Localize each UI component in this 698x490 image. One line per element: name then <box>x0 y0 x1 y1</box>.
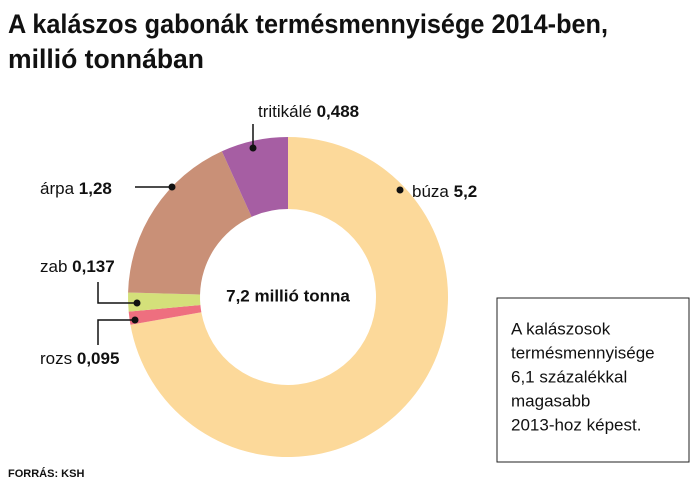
category-label: árpa <box>40 179 75 198</box>
donut-segment <box>128 151 252 295</box>
donut-segment <box>221 137 288 217</box>
source: FORRÁS: KSH <box>8 467 84 480</box>
leader-line <box>97 282 137 304</box>
chart-title: millió tonnában <box>8 44 204 74</box>
note-text: termésmennyisége <box>511 343 655 362</box>
donut-segment <box>130 137 448 458</box>
center-label: 7,2 millió tonna <box>226 286 350 305</box>
value-label: 0,095 <box>77 349 120 368</box>
category-label: zab <box>40 257 67 276</box>
data-label: búza 5,2 <box>412 182 477 201</box>
category-label: rozs <box>40 349 72 368</box>
category-label: tritikálé <box>258 102 312 121</box>
note-box <box>496 297 690 463</box>
data-label: árpa 1,28 <box>40 179 112 198</box>
note-text: A kalászosok <box>511 319 611 338</box>
leader-dot <box>168 183 176 191</box>
value-label: 0,488 <box>317 102 360 121</box>
leader-dot <box>133 299 141 307</box>
leader-line <box>97 319 135 345</box>
category-label: búza <box>412 182 449 201</box>
note-text: 2013-hoz képest. <box>511 415 641 434</box>
value-label: 0,137 <box>72 257 115 276</box>
donut-segment <box>128 305 202 325</box>
data-label: zab 0,137 <box>40 257 115 276</box>
leader-dot <box>249 144 257 152</box>
chart-title: A kalászos gabonák termésmennyisége 2014… <box>8 9 608 39</box>
note-text: 6,1 százalékkal <box>511 367 627 386</box>
data-label: tritikálé 0,488 <box>258 102 359 121</box>
note-text: magasabb <box>511 391 590 410</box>
donut-segment <box>127 292 201 312</box>
leader-dot <box>396 186 404 194</box>
data-label: rozs 0,095 <box>40 349 119 368</box>
value-label: 1,28 <box>79 179 112 198</box>
value-label: 5,2 <box>454 182 478 201</box>
leader-dot <box>131 316 139 324</box>
